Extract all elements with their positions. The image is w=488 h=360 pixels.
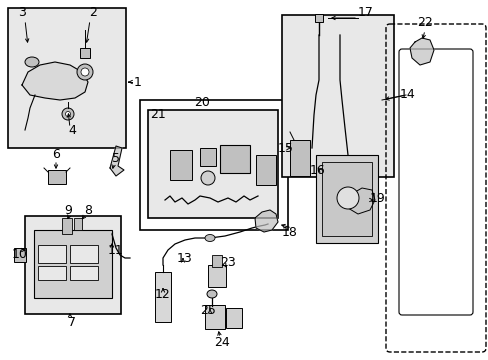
- Text: 14: 14: [399, 89, 415, 102]
- Text: 10: 10: [12, 248, 28, 261]
- Text: 1: 1: [134, 76, 142, 89]
- Text: 18: 18: [282, 225, 297, 238]
- Text: 23: 23: [220, 256, 235, 269]
- Bar: [200, 148, 216, 166]
- Text: 8: 8: [84, 203, 92, 216]
- Ellipse shape: [206, 290, 217, 298]
- Bar: [256, 155, 275, 185]
- Bar: [38, 266, 66, 280]
- Bar: [148, 110, 278, 218]
- Bar: [315, 155, 377, 243]
- Bar: [62, 218, 72, 234]
- Ellipse shape: [77, 64, 93, 80]
- Text: 6: 6: [52, 148, 60, 162]
- Ellipse shape: [204, 234, 215, 242]
- Bar: [220, 145, 249, 173]
- Bar: [314, 14, 323, 22]
- Ellipse shape: [201, 171, 215, 185]
- Bar: [282, 15, 393, 177]
- Text: 22: 22: [416, 15, 432, 28]
- Bar: [225, 308, 242, 328]
- Ellipse shape: [25, 57, 39, 67]
- Polygon shape: [22, 62, 88, 100]
- Bar: [321, 162, 371, 236]
- Bar: [8, 8, 126, 148]
- Text: 2: 2: [89, 5, 97, 18]
- Bar: [212, 255, 222, 267]
- Text: 24: 24: [214, 336, 229, 348]
- Text: 25: 25: [200, 303, 216, 316]
- Text: 17: 17: [357, 5, 373, 18]
- Ellipse shape: [81, 68, 89, 76]
- Bar: [14, 248, 26, 262]
- Text: 5: 5: [112, 152, 120, 165]
- Bar: [207, 265, 225, 287]
- Polygon shape: [409, 38, 433, 65]
- Text: 19: 19: [369, 192, 385, 204]
- Text: 20: 20: [194, 95, 209, 108]
- Ellipse shape: [62, 108, 74, 120]
- Bar: [170, 150, 192, 180]
- Text: 4: 4: [68, 123, 76, 136]
- Text: 3: 3: [18, 5, 26, 18]
- Bar: [70, 266, 98, 280]
- Bar: [25, 216, 121, 314]
- Ellipse shape: [65, 112, 70, 117]
- Bar: [48, 170, 66, 184]
- Bar: [204, 305, 224, 329]
- Polygon shape: [347, 188, 374, 214]
- Text: 12: 12: [155, 288, 170, 302]
- Polygon shape: [110, 146, 124, 176]
- Bar: [155, 272, 171, 322]
- Text: 21: 21: [150, 108, 165, 121]
- Bar: [74, 218, 82, 230]
- Bar: [140, 100, 287, 230]
- Text: 13: 13: [177, 252, 192, 265]
- Bar: [289, 140, 309, 176]
- Bar: [80, 48, 90, 58]
- Bar: [38, 245, 66, 263]
- Text: 11: 11: [108, 243, 123, 256]
- Polygon shape: [254, 210, 278, 232]
- Text: 15: 15: [278, 141, 293, 154]
- Text: 16: 16: [309, 163, 325, 176]
- Bar: [34, 230, 112, 298]
- Text: 9: 9: [64, 203, 72, 216]
- Text: 7: 7: [68, 315, 76, 328]
- Ellipse shape: [336, 187, 358, 209]
- Bar: [70, 245, 98, 263]
